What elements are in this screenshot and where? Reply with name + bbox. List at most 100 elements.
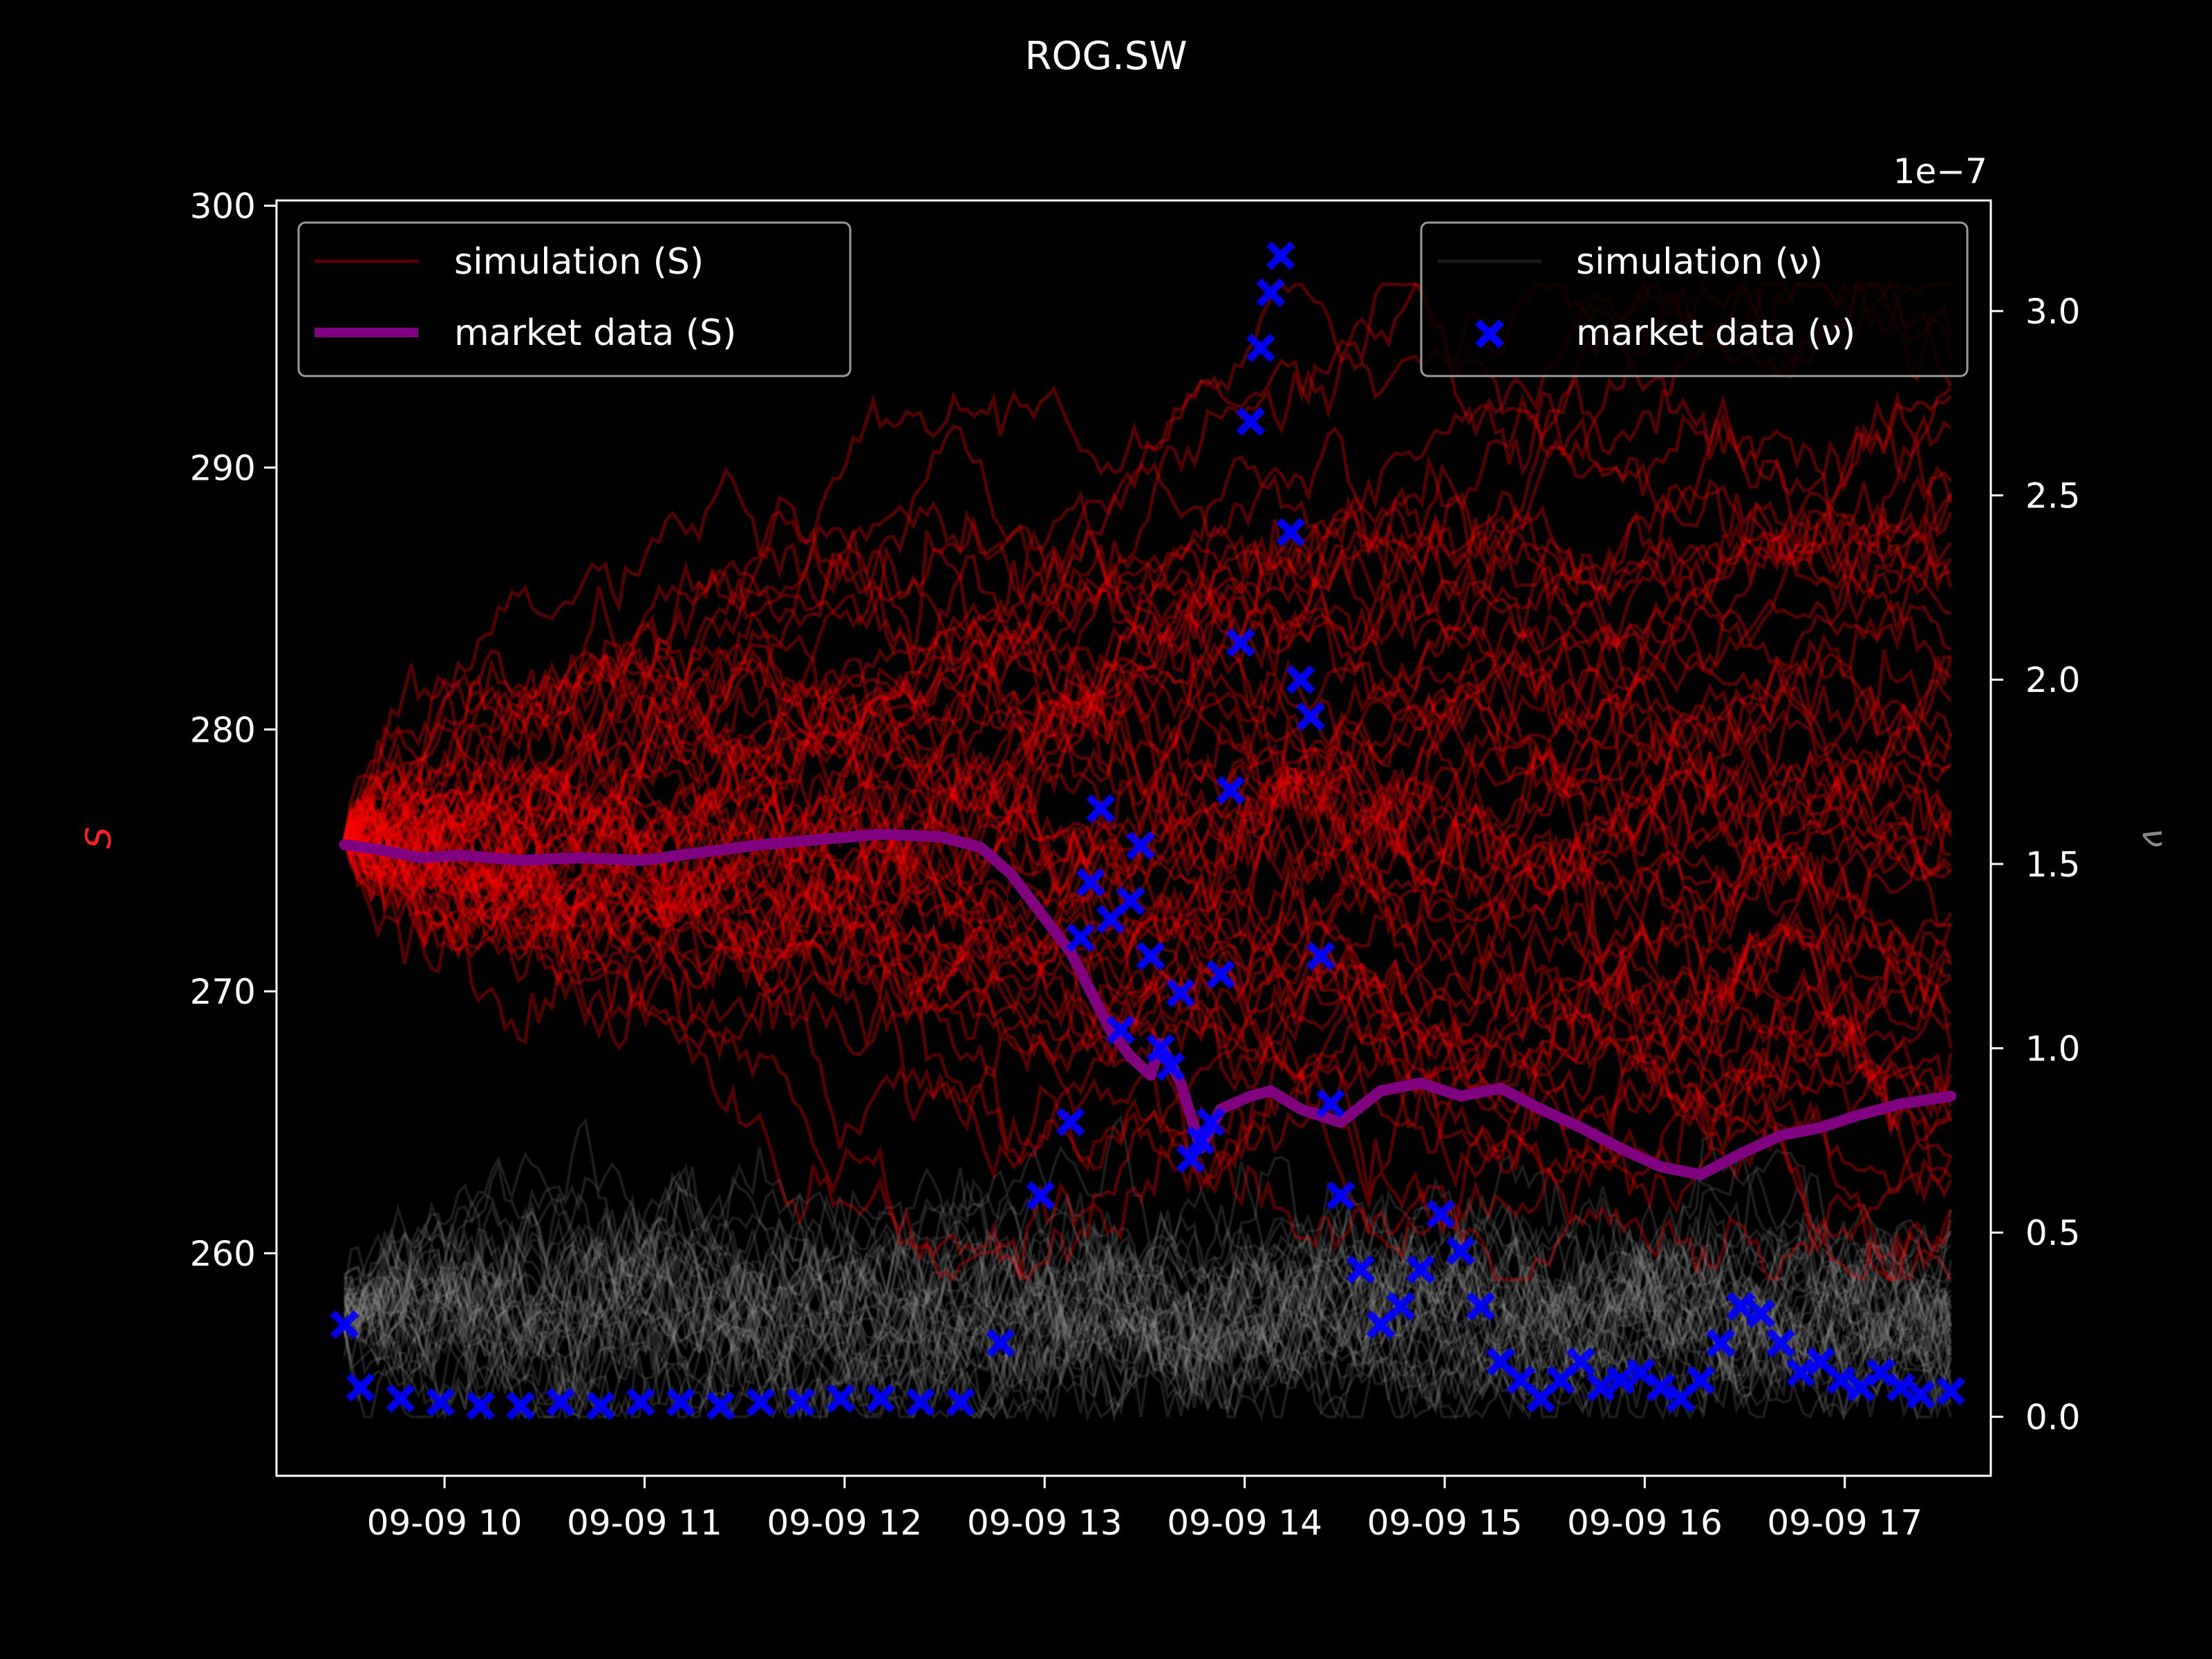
simulation-s-path xyxy=(343,529,1951,1018)
left-tick-label: 270 xyxy=(190,972,256,1012)
right-tick-label: 0.0 xyxy=(2025,1398,2081,1438)
simulation-nu-path xyxy=(343,1170,1953,1420)
simulation-nu-path xyxy=(343,1163,1953,1414)
market-nu-point xyxy=(1056,1107,1085,1136)
simulation-nu-path xyxy=(344,1192,1952,1418)
simulation-s-path xyxy=(342,674,1952,968)
simulation-nu-path xyxy=(343,1192,1952,1394)
simulation-nu-path xyxy=(344,1219,1953,1418)
market-s-series xyxy=(339,828,1957,1181)
market-nu-point xyxy=(706,1391,735,1421)
simulation-s-path xyxy=(343,395,1952,841)
right-tick-label: 2.0 xyxy=(2025,660,2081,700)
simulation-s-path xyxy=(344,470,1952,901)
market-nu-point xyxy=(946,1387,975,1417)
simulation-s-path xyxy=(344,732,1952,1174)
market-nu-point xyxy=(1086,794,1116,823)
market-nu-point xyxy=(626,1387,655,1417)
market-s-line xyxy=(339,828,1957,1181)
right-tick-label: 1.5 xyxy=(2025,845,2081,885)
simulation-s-path xyxy=(343,744,1951,980)
simulation-s-path xyxy=(344,816,1953,1058)
market-nu-series xyxy=(330,241,1965,1421)
simulation-s-path xyxy=(342,441,1953,910)
market-nu-point xyxy=(866,1384,895,1413)
legend-right-box xyxy=(1420,221,1969,377)
simulation-nu-path xyxy=(343,1193,1953,1421)
simulation-nu-path xyxy=(343,1208,1952,1421)
simulation-s-path xyxy=(344,787,1951,1280)
simulation-s-path xyxy=(342,776,1953,1282)
legend-simulation-s-label: simulation (S) xyxy=(454,241,704,283)
simulation-s-path xyxy=(344,768,1953,1197)
simulation-s-path xyxy=(343,455,1951,957)
simulation-nu-path xyxy=(343,1209,1953,1420)
simulation-s-path xyxy=(343,610,1952,883)
right-axis-offset-text: 1e−7 xyxy=(1893,151,1987,191)
simulation-s-path xyxy=(343,492,1953,859)
simulation-nu-path xyxy=(343,1134,1952,1421)
market-nu-point xyxy=(1466,1291,1495,1321)
market-nu-point xyxy=(1076,868,1105,897)
left-tick-label: 290 xyxy=(190,448,256,488)
simulation-s-path xyxy=(343,782,1953,1282)
simulation-nu-path xyxy=(344,1210,1951,1418)
simulation-nu-paths xyxy=(343,1114,1953,1423)
market-nu-point xyxy=(1106,1015,1136,1044)
market-nu-point xyxy=(1766,1329,1795,1358)
market-nu-point xyxy=(1606,1365,1635,1395)
market-nu-point xyxy=(1206,959,1235,989)
simulation-nu-path xyxy=(344,1202,1953,1419)
simulation-s-path xyxy=(343,688,1953,986)
x-axis: 09-09 10 09-09 11 09-09 12 09-09 13 09-09 14… xyxy=(367,1476,1922,1543)
market-nu-point xyxy=(1726,1291,1756,1321)
right-tick-label: 3.0 xyxy=(2025,292,2081,332)
market-nu-point xyxy=(1306,941,1335,971)
simulation-nu-path xyxy=(344,1118,1952,1402)
market-nu-point xyxy=(1066,923,1096,953)
simulation-s-path xyxy=(343,827,1952,1133)
market-nu-point xyxy=(1156,1052,1185,1081)
chart-title: ROG.SW xyxy=(1024,34,1187,79)
simulation-nu-path xyxy=(343,1202,1953,1417)
market-nu-point xyxy=(1586,1373,1615,1402)
simulation-s-path xyxy=(344,606,1953,986)
market-nu-point xyxy=(1216,776,1246,805)
legend-market-nu-label: market data (ν) xyxy=(1576,312,1855,354)
simulation-s-path xyxy=(343,679,1952,999)
market-nu-point xyxy=(506,1391,535,1421)
simulation-nu-path xyxy=(343,1186,1952,1412)
market-nu-point xyxy=(1186,1125,1215,1155)
market-nu-point xyxy=(546,1387,575,1417)
market-nu-point xyxy=(786,1387,816,1417)
simulation-s-path xyxy=(344,742,1953,1283)
market-nu-point xyxy=(1566,1347,1595,1376)
simulation-s-path xyxy=(344,814,1951,1194)
simulation-s-path xyxy=(343,688,1953,865)
simulation-nu-path xyxy=(343,1148,1953,1421)
market-nu-point xyxy=(1886,1373,1915,1402)
market-nu-point xyxy=(1786,1358,1815,1387)
plot-area xyxy=(275,199,1992,1477)
left-axis-label: S xyxy=(79,827,119,849)
simulation-s-path xyxy=(344,810,1953,1053)
simulation-nu-path xyxy=(343,1235,1952,1418)
simulation-nu-path xyxy=(344,1160,1952,1421)
simulation-nu-path xyxy=(343,1188,1952,1423)
legend-market-nu-swatch xyxy=(1475,319,1504,348)
simulation-nu-path xyxy=(343,1227,1952,1421)
market-nu-point xyxy=(1296,702,1325,731)
market-nu-point xyxy=(1116,886,1145,916)
x-tick-label: 09-09 11 xyxy=(567,1503,722,1543)
simulation-s-path xyxy=(343,393,1952,841)
simulation-s-path xyxy=(343,523,1953,872)
market-nu-point xyxy=(1326,1181,1356,1210)
market-nu-point xyxy=(1236,407,1266,436)
market-nu-point xyxy=(986,1329,1015,1358)
simulation-nu-path xyxy=(344,1188,1953,1423)
right-y-axis: 0.0 0.5 1.0 1.5 2.0 2.5 3.0 xyxy=(1991,292,2081,1438)
market-nu-point xyxy=(1166,978,1195,1008)
market-nu-point xyxy=(1406,1255,1436,1284)
simulation-nu-path xyxy=(343,1197,1952,1418)
simulation-s-paths xyxy=(342,280,1953,1283)
